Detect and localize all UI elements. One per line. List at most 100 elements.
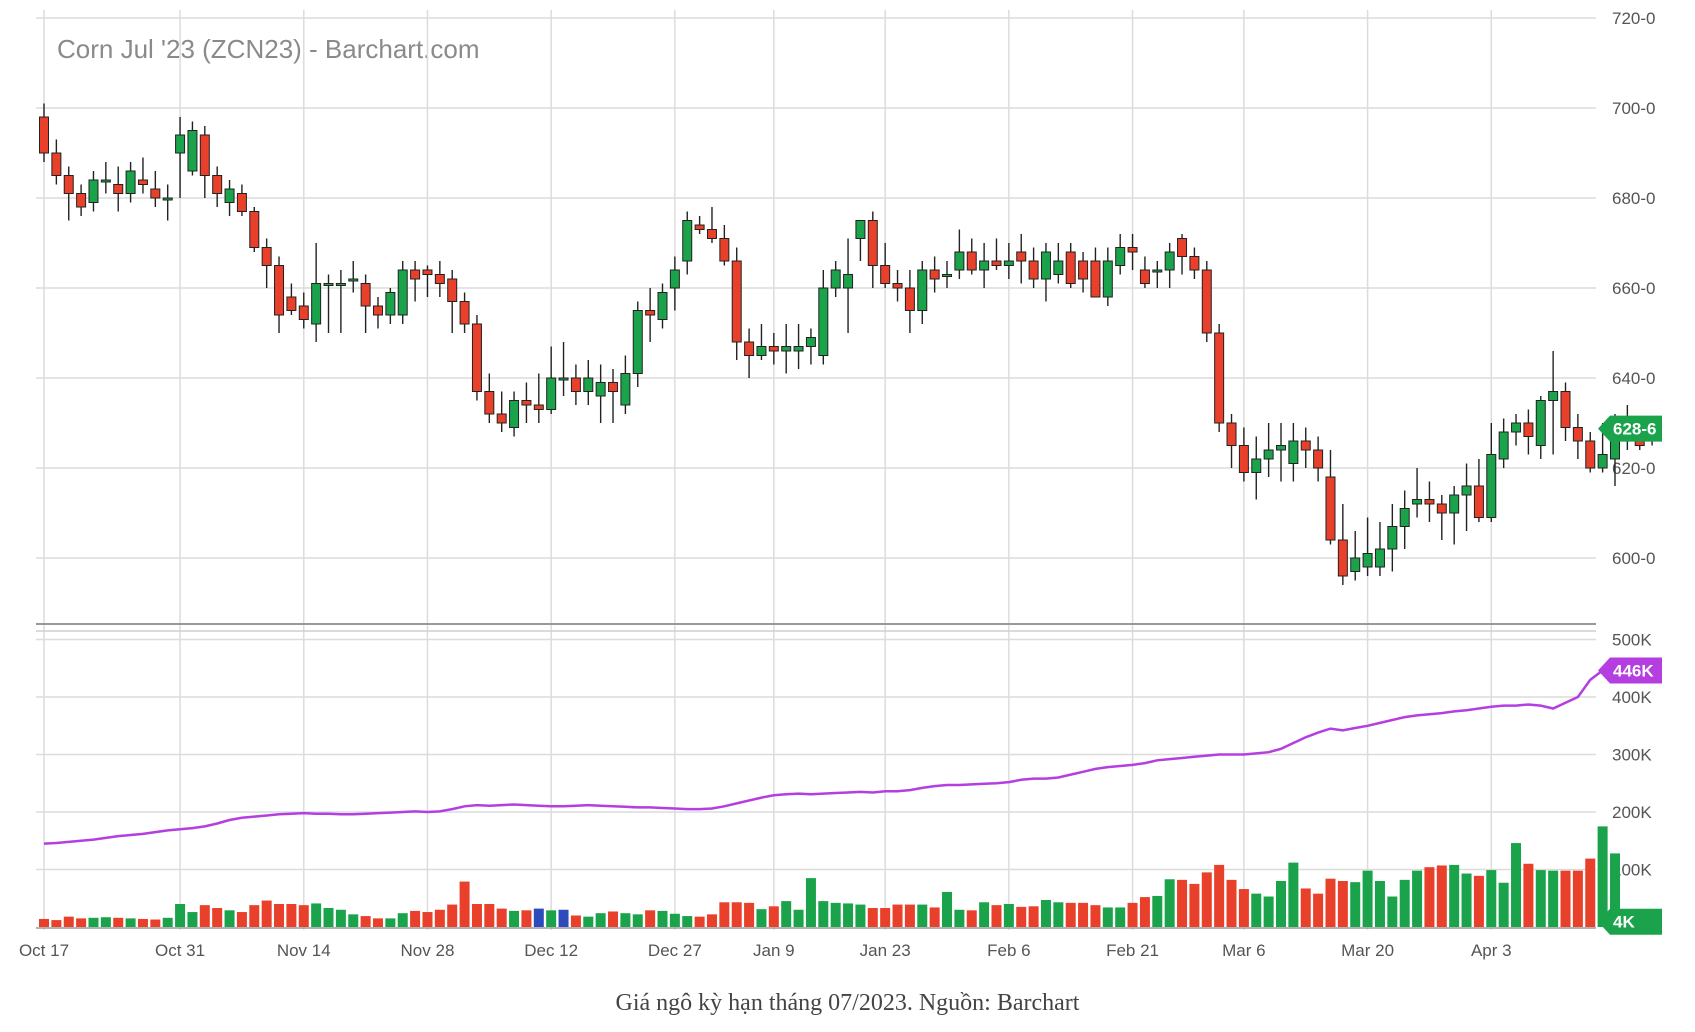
volume-bar — [1597, 826, 1608, 927]
volume-bar — [162, 917, 173, 927]
candle — [274, 256, 285, 333]
candle-body — [471, 323, 482, 392]
candle-body — [1090, 260, 1101, 298]
candle — [1102, 247, 1113, 306]
volume-bar — [756, 909, 767, 927]
date-tick-label: Oct 17 — [19, 941, 69, 960]
candle-body — [1473, 485, 1484, 518]
candle — [1201, 261, 1212, 342]
volume-badge-label: 4K — [1613, 913, 1635, 932]
candle-body — [1263, 449, 1274, 460]
candle — [1399, 490, 1410, 549]
volume-bar — [843, 903, 854, 927]
last-price-badge-label: 628-6 — [1613, 420, 1656, 439]
candle — [236, 184, 247, 216]
volume-bar — [706, 914, 717, 927]
candle-body — [162, 197, 173, 201]
candle — [113, 166, 124, 212]
candle-body — [558, 377, 569, 381]
volume-bar — [583, 916, 594, 927]
volume-bar — [1003, 904, 1014, 927]
volume-bar — [1139, 897, 1150, 927]
last-price-badge: 628-6 — [1598, 415, 1662, 442]
candle-body — [1387, 526, 1398, 550]
candle — [496, 391, 507, 432]
candle — [1325, 450, 1336, 545]
candle-body — [1251, 458, 1262, 473]
volume-bar — [979, 902, 990, 927]
volume-bar — [274, 904, 285, 927]
price-tick-label: 640-0 — [1612, 369, 1655, 388]
candle — [1276, 423, 1286, 482]
candle — [1040, 243, 1051, 302]
candle — [546, 346, 557, 414]
candle-body — [125, 170, 136, 194]
volume-bar — [855, 904, 866, 927]
candle — [1572, 414, 1583, 459]
candle-body — [917, 269, 928, 311]
volume-bar — [1263, 896, 1274, 927]
price-tick-label: 600-0 — [1612, 549, 1655, 568]
candle — [76, 184, 87, 216]
candle — [682, 211, 693, 275]
candle — [1127, 234, 1138, 270]
candle-body — [706, 229, 717, 239]
volume-bar — [892, 904, 903, 927]
volume-bar — [298, 905, 309, 927]
volume-bar — [1189, 883, 1200, 927]
candle-body — [608, 382, 619, 392]
volume-bar — [1362, 870, 1373, 927]
candle — [162, 184, 173, 221]
candle — [249, 207, 260, 252]
volume-bar — [657, 910, 668, 927]
candle-body — [348, 278, 359, 282]
candle-body — [682, 220, 693, 262]
candle — [410, 261, 421, 302]
volume-bar — [1461, 873, 1472, 927]
candle-body — [546, 377, 557, 410]
candle — [880, 243, 891, 288]
price-tick-label: 700-0 — [1612, 99, 1655, 118]
candle — [1078, 252, 1089, 293]
volume-bar — [1115, 907, 1126, 927]
price-tick-label: 620-0 — [1612, 459, 1655, 478]
volume-bar — [904, 904, 915, 927]
candle — [744, 328, 755, 378]
candle — [137, 157, 148, 194]
volume-bar — [867, 908, 878, 927]
candle-body — [372, 305, 383, 316]
candle-body — [1412, 499, 1423, 505]
candle — [521, 382, 532, 423]
candle-body — [1201, 269, 1212, 334]
candle — [1152, 261, 1163, 288]
candle-body — [781, 346, 792, 352]
volume-bar — [236, 912, 247, 927]
volume-bar — [805, 878, 816, 927]
candle — [706, 207, 717, 243]
candle-body — [199, 134, 210, 176]
candle — [533, 373, 544, 423]
date-tick-label: Nov 14 — [277, 941, 331, 960]
candle-body — [1214, 332, 1225, 424]
candle — [1362, 517, 1373, 576]
date-tick-label: Jan 23 — [860, 941, 911, 960]
candle-body — [1016, 251, 1027, 262]
candle-body — [756, 346, 767, 356]
candle-body — [1300, 440, 1311, 451]
candle — [558, 342, 569, 396]
candle — [1238, 427, 1249, 482]
volume-bar — [175, 904, 186, 927]
candle — [1115, 234, 1126, 275]
candle — [843, 238, 854, 333]
volume-tick-label: 200K — [1612, 803, 1652, 822]
volume-bar — [1016, 906, 1027, 927]
candle-body — [385, 292, 396, 316]
volume-bar — [1498, 882, 1509, 927]
candle — [286, 283, 297, 315]
candle — [867, 211, 878, 288]
volume-bar — [682, 916, 693, 927]
candle-body — [1028, 260, 1039, 280]
candle — [1461, 463, 1472, 531]
candle-body — [892, 283, 903, 289]
volume-bar — [1449, 864, 1460, 927]
